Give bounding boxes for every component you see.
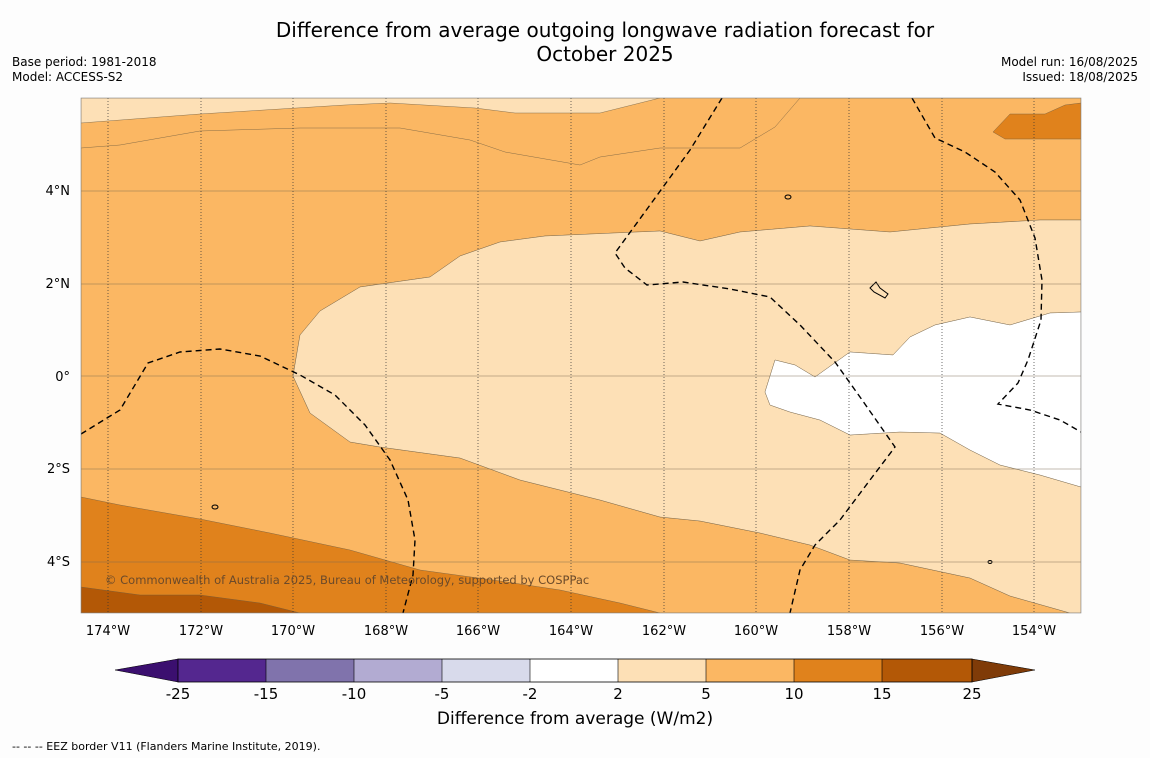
colorbar-segment xyxy=(618,659,706,682)
colorbar-tick: 15 xyxy=(872,685,891,703)
colorbar-segment xyxy=(706,659,794,682)
model-run: Model run: 16/08/2025 xyxy=(1000,55,1138,69)
eez-legend-footer: -- -- -- EEZ border V11 (Flanders Marine… xyxy=(12,740,321,753)
map-title: Difference from average outgoing longwav… xyxy=(180,18,1030,66)
x-tick-164w: 164°W xyxy=(549,624,593,639)
colorbar-tick: -15 xyxy=(254,685,279,703)
colorbar-segment xyxy=(530,659,618,682)
colorbar-segment xyxy=(882,659,972,682)
map-frame xyxy=(80,97,1082,614)
colorbar-title: Difference from average (W/m2) xyxy=(436,709,714,729)
band-10-15-south xyxy=(81,496,661,613)
issued-date: Issued: 18/08/2025 xyxy=(1022,70,1138,84)
colorbar-tick: -5 xyxy=(435,685,450,703)
longitude-gridlines xyxy=(107,98,1035,613)
title-line-2: October 2025 xyxy=(536,42,674,66)
colorbar-tick: 10 xyxy=(784,685,803,703)
y-tick-2n: 2°N xyxy=(46,277,71,292)
x-tick-172w: 172°W xyxy=(179,624,223,639)
colorbar-tick: 25 xyxy=(962,685,981,703)
copyright-notice: © Commonwealth of Australia 2025, Bureau… xyxy=(105,573,589,587)
x-tick-160w: 160°W xyxy=(734,624,778,639)
band-neutral xyxy=(764,311,1081,488)
band-2-5-north xyxy=(81,98,661,124)
colorbar-segment xyxy=(354,659,442,682)
x-tick-158w: 158°W xyxy=(827,624,871,639)
x-tick-166w: 166°W xyxy=(456,624,500,639)
y-axis: 4°N 2°N 0° 2°S 4°S xyxy=(46,184,71,570)
band-15-25-south xyxy=(81,586,301,613)
colorbar-tick: -25 xyxy=(166,685,191,703)
meta-left: Base period: 1981-2018 Model: ACCESS-S2 xyxy=(12,55,157,85)
y-tick-2s: 2°S xyxy=(47,462,70,477)
meta-right: Model run: 16/08/2025 Issued: 18/08/2025 xyxy=(1001,55,1138,85)
title-line-1: Difference from average outgoing longwav… xyxy=(275,18,935,42)
colorbar-segment xyxy=(178,659,266,682)
x-tick-174w: 174°W xyxy=(86,624,130,639)
map-area: © Commonwealth of Australia 2025, Bureau… xyxy=(81,98,1081,613)
y-tick-4s: 4°S xyxy=(47,555,70,570)
colorbar-extend-high xyxy=(971,658,1036,683)
y-tick-4n: 4°N xyxy=(46,184,71,199)
colorbar-tick: -2 xyxy=(523,685,538,703)
latitude-gridlines xyxy=(81,190,1081,563)
y-tick-0: 0° xyxy=(55,370,70,385)
x-tick-170w: 170°W xyxy=(271,624,315,639)
colorbar-tick: -10 xyxy=(342,685,367,703)
colorbar-tick: 2 xyxy=(613,685,623,703)
colorbar-segment xyxy=(266,659,354,682)
colorbar-dividers xyxy=(265,659,883,682)
colorbar-tick: 5 xyxy=(701,685,711,703)
x-axis: 174°W 172°W 170°W 168°W 166°W 164°W 162°… xyxy=(86,624,1056,639)
x-tick-162w: 162°W xyxy=(642,624,686,639)
colorbar-extend-low xyxy=(114,658,179,683)
colorbar-segment xyxy=(442,659,530,682)
colorbar-outline xyxy=(177,658,973,683)
eez-borders xyxy=(81,98,1081,613)
x-tick-154w: 154°W xyxy=(1012,624,1056,639)
band-10-15-northeast xyxy=(992,102,1081,140)
colorbar-segment xyxy=(794,659,882,682)
model-name: Model: ACCESS-S2 xyxy=(12,70,124,84)
colorbar: -25 -15 -10 -5 -2 2 5 10 15 25 xyxy=(114,658,1036,703)
base-period: Base period: 1981-2018 xyxy=(12,55,157,69)
x-tick-156w: 156°W xyxy=(920,624,964,639)
x-tick-168w: 168°W xyxy=(364,624,408,639)
